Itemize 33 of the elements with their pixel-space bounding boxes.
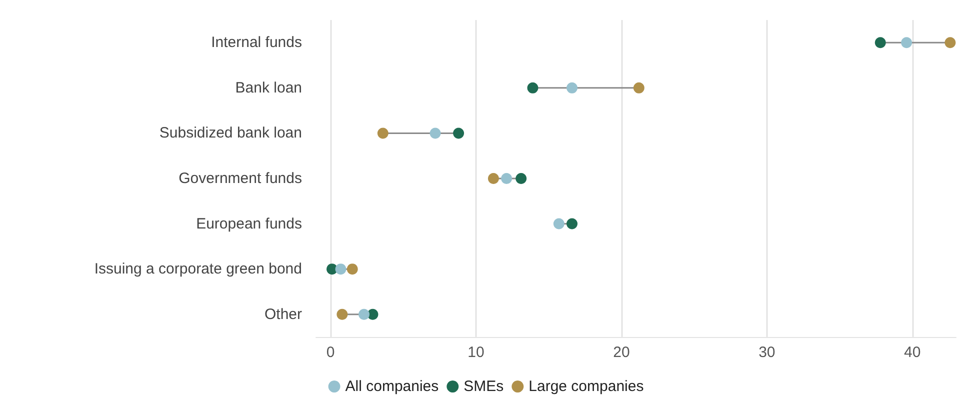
y-tick-label: Internal funds [211, 34, 302, 52]
x-tick-label: 40 [904, 344, 921, 361]
y-tick-label: Subsidized bank loan [159, 124, 302, 142]
point [944, 37, 956, 48]
point [553, 218, 564, 230]
point [336, 308, 348, 320]
y-tick-label: Bank loan [235, 79, 302, 96]
point [488, 173, 499, 184]
y-tick-label: Issuing a corporate green bond [94, 260, 302, 278]
x-tick-label: 10 [468, 344, 484, 361]
y-tick-label: Government funds [178, 170, 302, 187]
point [566, 82, 578, 94]
point [430, 128, 441, 139]
point [901, 37, 912, 48]
point [633, 82, 644, 94]
point [516, 173, 527, 184]
point [453, 128, 464, 139]
point [874, 37, 886, 48]
x-tick-label: 20 [613, 344, 630, 361]
legend-label: Large companies [528, 378, 644, 395]
point [358, 308, 370, 320]
point [527, 82, 538, 94]
legend-label: SMEs [464, 378, 504, 395]
point [335, 264, 346, 275]
point [501, 173, 512, 184]
point [377, 128, 388, 139]
point [346, 264, 358, 275]
y-tick-label: European funds [196, 215, 302, 232]
x-tick-label: 0 [326, 344, 335, 361]
legend-label: All companies [345, 378, 439, 395]
y-tick-label: Other [264, 306, 302, 323]
point [566, 218, 578, 230]
x-tick-label: 30 [758, 344, 776, 361]
